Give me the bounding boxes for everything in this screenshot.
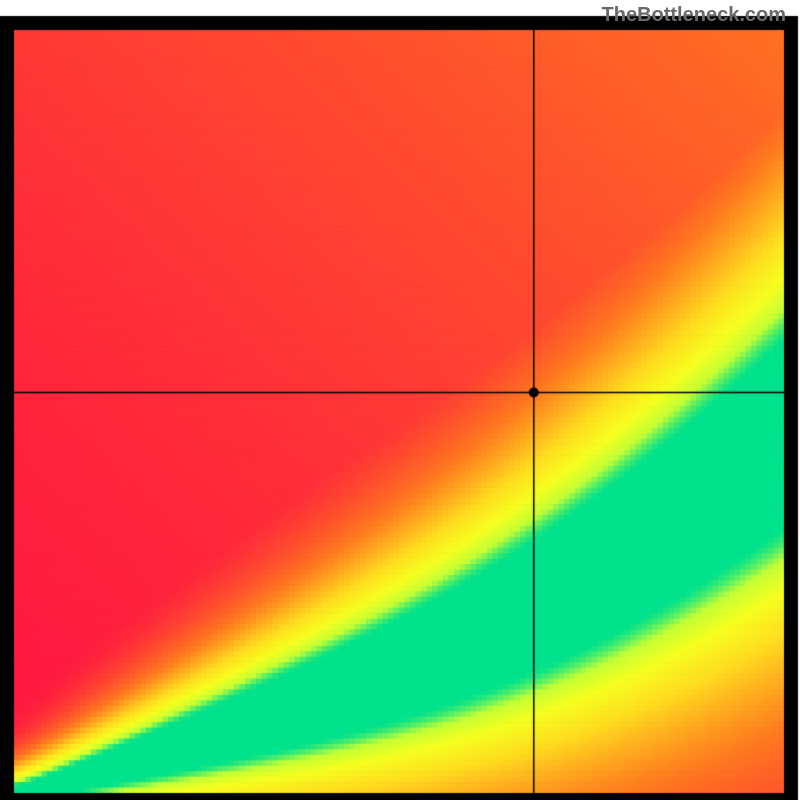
watermark-label: TheBottleneck.com (602, 4, 786, 27)
bottleneck-heatmap (0, 0, 800, 800)
